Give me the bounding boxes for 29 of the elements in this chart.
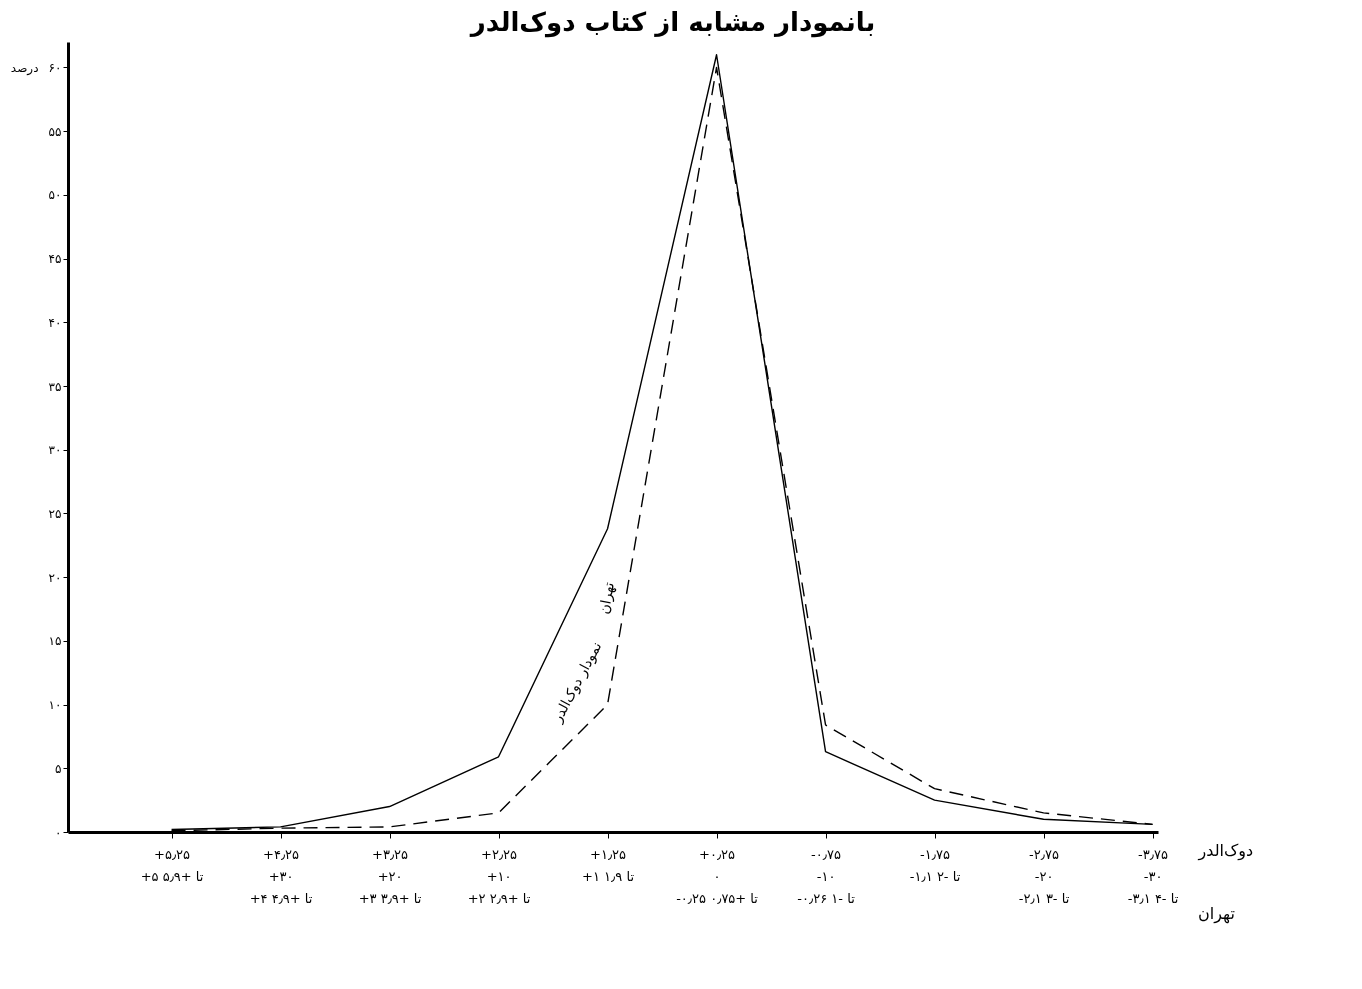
- x-tick-label: -۰٫۷۵ -۱۰ -۰٫۲۶ تا -۱: [797, 846, 856, 906]
- x-tick-label: +۴٫۲۵ +۳۰ +۴ تا +۴٫۹: [249, 846, 313, 906]
- y-tick-label: ۴۵: [48, 252, 62, 267]
- x-axis-title: دوک‌الدر: [1197, 840, 1254, 861]
- text: تهران: [595, 580, 618, 616]
- y-tick-label: ۱۰: [48, 698, 62, 713]
- y-axis-title: درصد: [10, 60, 39, 76]
- y-tick-label: ۲۰: [48, 570, 62, 585]
- y-tick-label: ۰: [55, 825, 62, 840]
- text: نمودار دوک‌الدر: [548, 639, 606, 726]
- chart-title: بانمودار مشابه از کتاب دوک‌الدر: [468, 7, 876, 38]
- y-tick-label: ۲۵: [48, 506, 62, 521]
- x-tick-label: +۰٫۲۵ ۰ -۰٫۲۵ تا +۰٫۷۵: [676, 846, 759, 906]
- x-tick-label: +۱٫۲۵ +۱ تا ۱٫۹: [582, 846, 635, 884]
- y-tick-label: ۵: [55, 761, 62, 776]
- x-tick-label: +۲٫۲۵ +۱۰ +۲ تا +۲٫۹: [467, 846, 531, 906]
- x-tick-label: -۱٫۷۵ -۱٫۱ تا -۲: [909, 846, 961, 884]
- y-tick-label: ۵۵: [48, 124, 62, 139]
- y-tick-label: ۵۰: [48, 188, 62, 203]
- x-tick-label: -۲٫۷۵ -۲۰ -۲٫۱ تا -۳: [1018, 846, 1070, 906]
- x-tick-label: -۳٫۷۵ -۳۰ -۳٫۱ تا -۴: [1127, 846, 1179, 906]
- y-tick-label: ۱۵: [48, 634, 62, 649]
- y-tick-label: ۳۰: [48, 443, 62, 458]
- x-tick-label: +۵٫۲۵ +۵ تا +۵٫۹: [140, 846, 204, 884]
- y-tick-label: ۳۵: [48, 379, 62, 394]
- text: تهران: [1198, 904, 1235, 924]
- x-tick-label: +۳٫۲۵ +۲۰ +۳ تا +۳٫۹: [358, 846, 422, 906]
- y-tick-label: ۴۰: [48, 315, 62, 330]
- y-tick-label: ۶۰: [48, 60, 62, 75]
